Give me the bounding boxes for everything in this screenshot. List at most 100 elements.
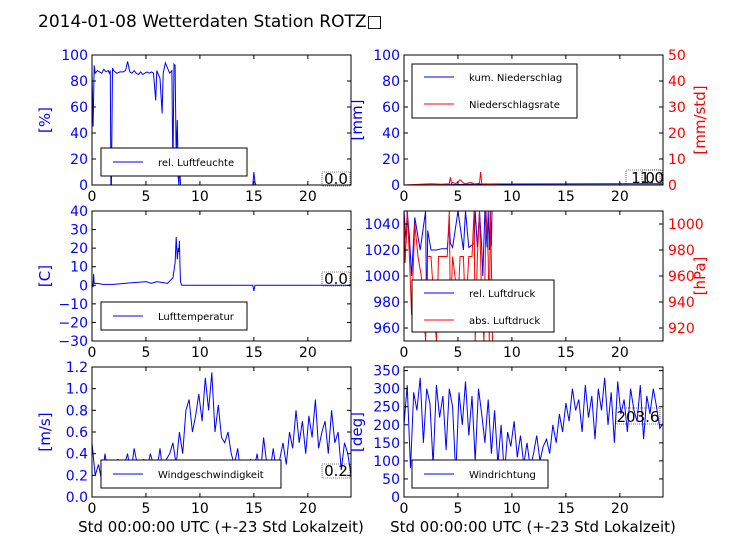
y-tick-label: 300 [373,382,400,398]
x-tick-label: 0 [400,189,409,205]
legend-box [411,63,578,119]
y2-tick-label: 980 [668,243,695,259]
legend-label: Lufttemperatur [158,312,235,323]
figure-title: 2014-01-08 Wetterdaten Station ROTZ□ [38,12,383,32]
x-tick-label: 5 [453,189,462,205]
y-tick-label: 80 [382,74,400,90]
x-tick-label: 10 [191,189,209,205]
y-tick-label: 100 [61,48,88,64]
chart-precip: 0 5 10 15 20 0 20 40 60 80 100 [mm] 0 10 20 30 40 50 [mm/s… [348,48,709,205]
x-tick-label: 0 [88,189,97,205]
x-tick-label: 5 [141,501,150,517]
y-tick-label: 0 [79,178,88,194]
y-tick-label: 1.2 [66,360,88,376]
y-tick-label: 100 [373,454,400,470]
x-tick-label: 10 [191,345,209,361]
y2-tick-label: 0 [668,178,677,194]
y2-tick-label: 960 [668,269,695,285]
y-tick-label: 150 [373,436,400,452]
x-tick-label: 0 [400,501,409,517]
legend-label: rel. Luftdruck [469,289,535,300]
x-tick-label: 5 [453,345,462,361]
y-tick-label: 10 [70,260,88,276]
legend-label: abs. Luftdruck [469,316,540,327]
chart-humidity: 0 5 10 15 20 0 20 40 60 80 100 [%] rel. Luftfeuchte 0… [36,48,352,205]
current-value-box [321,463,351,479]
y-tick-label: −20 [58,315,88,331]
x-tick-label: 15 [245,345,263,361]
legend-label: rel. Luftfeuchte [158,158,234,169]
y-tick-label: 0 [391,490,400,506]
x-tick-label: 15 [557,189,575,205]
legend-label: Windrichtung [469,470,536,481]
x-tick-label: 10 [503,501,521,517]
y-tick-label: 100 [373,48,400,64]
y-tick-label: 0 [79,278,88,294]
y-tick-label: 40 [382,126,400,142]
x-tick-label: 20 [611,501,629,517]
y-tick-label: 980 [373,295,400,311]
y2-axis-label: [hPa] [691,257,709,296]
y-tick-label: 60 [70,100,88,116]
current-value-box [321,171,351,187]
current-value: 203.6 [617,408,660,426]
y-tick-label: 30 [70,223,88,239]
series-line-temperature-0 [92,236,351,291]
y-tick-label: 1.0 [66,382,88,398]
legend-label: Niederschlagsrate [469,100,560,111]
legend-label: Windgeschwindigkeit [158,470,264,481]
current-value-2: 1.0 [640,169,664,187]
x-tick-label: 15 [245,501,263,517]
y2-tick-label: 20 [668,126,686,142]
current-value: 0.0 [324,170,348,188]
y-tick-label: 40 [70,204,88,220]
x-tick-label: 10 [503,345,521,361]
x-tick-label: 20 [611,345,629,361]
y2-axis-label: [mm/std] [691,85,709,154]
y-tick-label: 1040 [364,217,400,233]
current-value: 1.0 [631,169,655,187]
x-tick-label: 0 [400,345,409,361]
current-value-box-2 [641,169,663,186]
chart-pressure: 0 5 10 15 20 960 980 1000 1020 1040 920 940 960 980 10… [364,210,709,361]
plot-frame [403,366,664,498]
y-tick-label: 1020 [364,243,400,259]
x-tick-label: 10 [503,189,521,205]
y-axis-label: [deg] [348,412,366,452]
y-tick-label: 60 [382,100,400,116]
y-tick-label: 960 [373,321,400,337]
x-tick-label: 0 [88,345,97,361]
x-tick-label: 10 [191,501,209,517]
y-axis-label: [mm] [348,100,366,141]
x-axis-caption-left: Std 00:00:00 UTC (+-23 Std Lokalzeit) [78,518,364,536]
y-tick-label: 20 [382,152,400,168]
y-tick-label: 0.0 [66,490,88,506]
y2-tick-label: 940 [668,295,695,311]
y2-tick-label: 50 [668,48,686,64]
chart-windspeed: 0 5 10 15 20 0.0 0.2 0.4 0.6 0.8 1.0 1.2 [m/s] Windge… [36,360,352,517]
x-tick-label: 5 [453,501,462,517]
x-tick-label: 20 [299,189,317,205]
plot-frame [91,210,352,342]
y-tick-label: 0.4 [66,447,88,463]
y-tick-label: 40 [70,126,88,142]
y-axis-label: [m/s] [36,412,54,451]
y2-tick-label: 920 [668,321,695,337]
x-tick-label: 15 [557,345,575,361]
x-tick-label: 5 [141,345,150,361]
x-tick-label: 15 [245,189,263,205]
y-axis-label: [%] [36,107,54,133]
legend-label: kum. Niederschlag [469,73,562,84]
y2-tick-label: 10 [668,152,686,168]
y-tick-label: −30 [58,334,88,350]
series-line-winddir-0 [404,377,663,476]
current-value: 0.0 [324,270,348,288]
x-tick-label: 20 [611,189,629,205]
plot-frame [403,54,664,186]
series-line-windspeed-0 [92,372,351,481]
y-tick-label: 0.2 [66,468,88,484]
chart-temperature: 0 5 10 15 20 −30 −20 −10 0 10 20 30 40 [C] Lufttempera… [36,204,352,361]
y-tick-label: 0.6 [66,425,88,441]
y2-tick-label: 30 [668,100,686,116]
